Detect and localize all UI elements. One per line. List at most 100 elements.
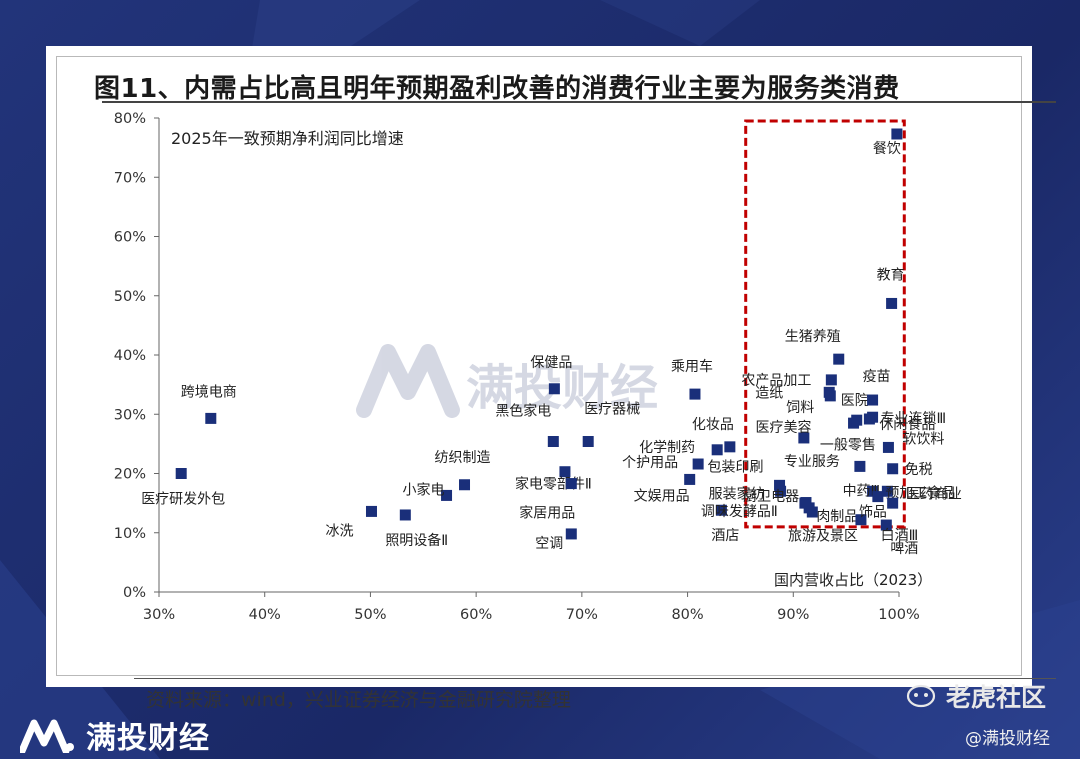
data-point [806,506,818,518]
data-label: 家电零部件Ⅱ [515,476,592,493]
data-point [684,473,696,485]
data-label: 饲料 [786,400,814,416]
data-label: 专业连锁Ⅲ [881,411,947,427]
data-point [800,497,812,509]
data-point [559,466,571,478]
data-point [887,497,899,509]
data-point [887,463,899,475]
data-point [692,458,704,470]
data-point [565,478,577,490]
data-point [459,479,471,491]
data-label: 疫苗 [863,369,891,385]
brand-footer: 满投财经 [20,713,210,757]
scatter-chart: 满投财经 0% 10% 20% 30% 40% 50% 60% 70% 80% 30% 40% 50% 6… [114,111,962,623]
data-label: 个护用品 [622,455,678,471]
data-label: 空调 [535,536,563,552]
data-point [882,441,894,453]
tiger-community-icon [906,684,936,708]
data-point [855,514,867,526]
watermark-logo-icon [356,344,460,418]
data-point [565,528,577,540]
x-tick-label: 60% [460,607,492,623]
community-watermark: 老虎社区 [906,678,1046,714]
data-label: 化妆品 [692,417,734,433]
data-label: 医疗器械 [584,402,640,418]
brand-logo-icon [20,719,74,753]
data-point [205,412,217,424]
data-point [825,374,837,386]
y-tick-label: 80% [114,111,146,127]
data-label: 包装印刷 [708,459,764,475]
data-point [715,504,727,516]
data-label: 免税 [905,462,933,478]
data-label: 预加工食品 [885,484,955,501]
y-tick-label: 50% [114,289,146,305]
data-label: 家居用品 [519,505,575,522]
data-point [886,297,898,309]
data-point [833,353,845,365]
data-label: 中药Ⅲ [843,483,881,499]
x-axis-label: 国内营收占比（2023） [774,571,932,589]
data-point [365,505,377,517]
data-label: 专业服务 [784,454,840,470]
x-tick-label: 40% [249,607,281,623]
x-tick-label: 100% [878,607,919,623]
data-point [824,390,836,402]
data-point [891,128,903,140]
data-point [711,444,723,456]
data-point [724,441,736,453]
data-point [399,509,411,521]
data-point [774,479,786,491]
y-tick-label: 20% [114,467,146,483]
x-tick-label: 80% [671,607,703,623]
data-label: 医药商业 [906,487,962,503]
data-label: 餐饮 [873,141,901,157]
figure-title: 图11、内需占比高且明年预期盈利改善的消费行业主要为服务类消费 [94,74,900,104]
x-tick-label: 30% [143,607,175,623]
data-point [867,394,879,406]
community-name: 老虎社区 [946,683,1047,712]
data-label: 肉制品 [816,509,858,525]
data-point [798,432,810,444]
chart-frame [56,56,1022,676]
data-point [880,519,892,531]
x-tick-label: 50% [354,607,386,623]
data-label: 旅游及景区 [788,529,858,545]
data-point [863,413,875,425]
data-label: 休闲食品 [879,416,935,433]
data-point [547,436,559,448]
data-label: 厨卫电器 [743,489,799,505]
data-label: 造纸 [755,385,783,401]
data-label: 酒店 [711,528,739,544]
data-label: 医疗研发外包 [141,492,225,508]
data-label: 服装家纺 [709,485,765,502]
data-label: 啤酒 [890,541,918,557]
source-divider [134,678,1056,679]
x-tick-label: 90% [777,607,809,623]
watermark-text: 满投财经 [466,360,658,416]
y-tick-label: 70% [114,170,146,186]
data-point [548,383,560,395]
data-label: 软饮料 [902,431,944,447]
data-point [854,460,866,472]
data-point [689,388,701,400]
data-label: 黑色家电 [495,403,551,420]
chart-panel: 图11、内需占比高且明年预期盈利改善的消费行业主要为服务类消费 满投财经 0% 10… [46,46,1056,711]
data-label: 一般零售 [820,437,876,453]
y-tick-label: 30% [114,407,146,423]
center-watermark: 满投财经 [356,344,658,418]
data-label: 饰品 [859,505,887,521]
data-label: 白酒Ⅲ [881,528,919,544]
data-label: 照明设备Ⅱ [385,532,448,549]
title-divider [102,101,1056,103]
chart-subtitle: 2025年一致预期净利润同比增速 [171,129,404,148]
y-tick-label: 60% [114,230,146,246]
data-point [775,485,787,497]
data-point [851,414,863,426]
data-label: 小家电 [403,481,445,498]
data-label: 文娱用品 [634,488,690,504]
y-tick-label: 10% [114,526,146,542]
author-handle: @满投财经 [965,729,1050,749]
y-tick-label: 40% [114,348,146,364]
data-label: 医疗美容 [756,419,812,436]
